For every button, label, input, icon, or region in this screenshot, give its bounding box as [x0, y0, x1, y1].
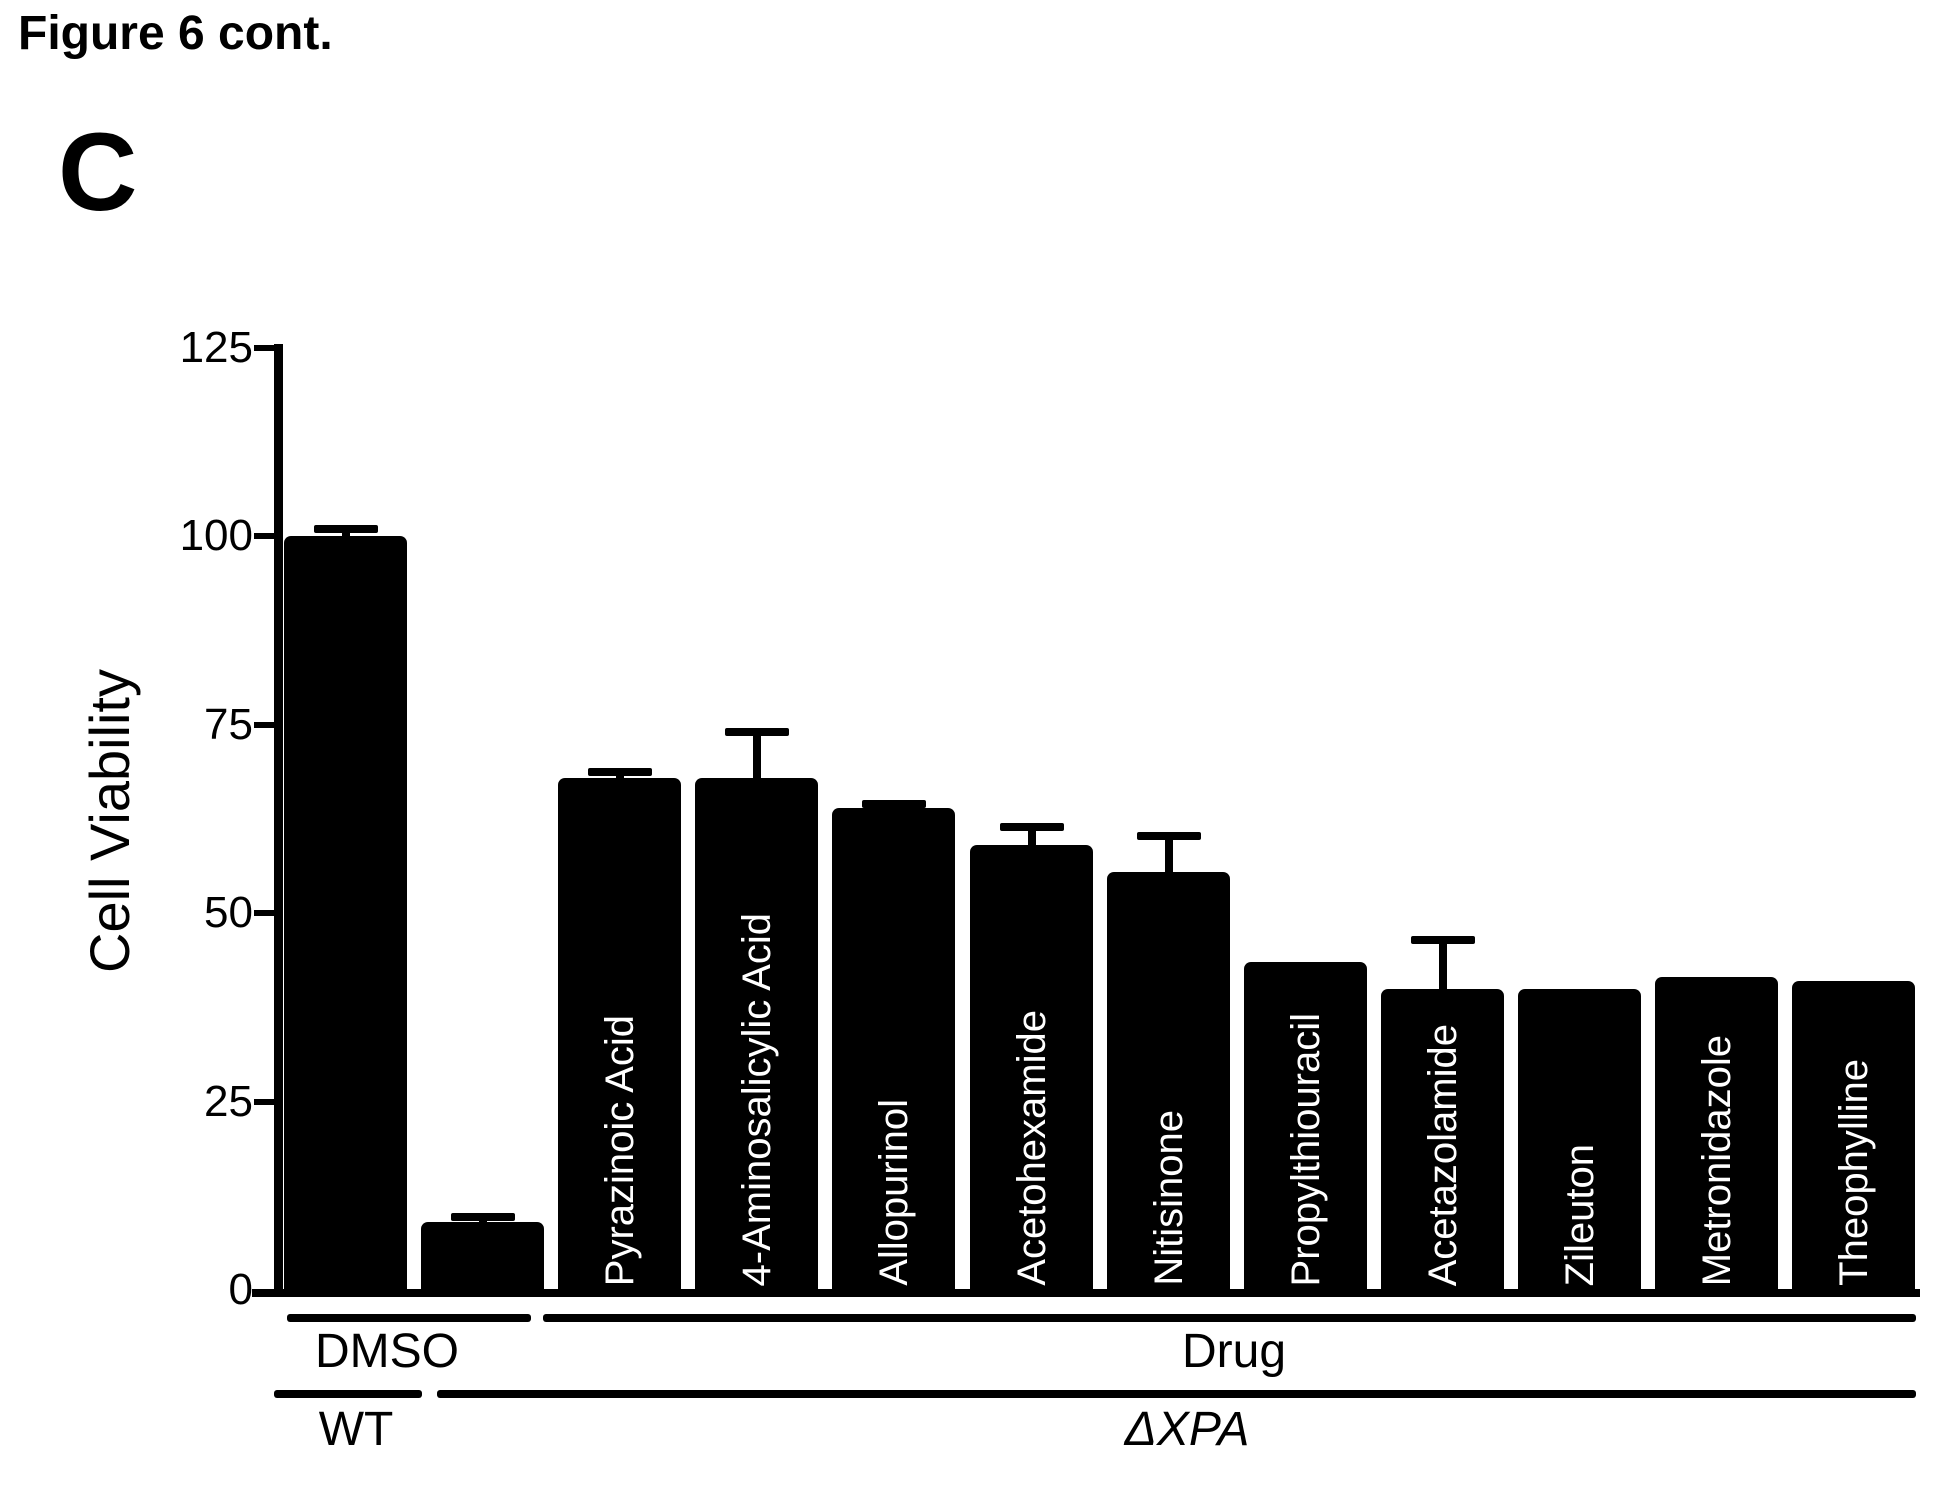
y-tick-label: 50 [204, 888, 253, 937]
group-bracket-line [287, 1314, 531, 1322]
error-bar-cap [1000, 823, 1064, 831]
group-bracket-label: Drug [1181, 1325, 1287, 1378]
bar: Allopurinol [832, 808, 955, 1295]
bar: Acetazolamide [1381, 989, 1504, 1295]
bar-label: Allopurinol [871, 1099, 916, 1286]
bar-label: Metronidazole [1694, 1034, 1739, 1286]
error-bar-stem [753, 732, 761, 790]
bar-label: Theophylline [1831, 1059, 1876, 1286]
error-bar-cap [1411, 936, 1475, 944]
bar-label: Nitisinone [1146, 1110, 1191, 1286]
y-tick [254, 345, 274, 351]
error-bar-cap [725, 728, 789, 736]
bar: Nitisinone [1107, 872, 1230, 1295]
figure-title: Figure 6 cont. [18, 7, 333, 60]
y-tick-label: 75 [204, 700, 253, 749]
error-bar-cap [451, 1213, 515, 1221]
bar-label: Acetohexamide [1009, 1010, 1054, 1286]
error-bar-cap [588, 768, 652, 776]
bar [284, 536, 407, 1295]
bar-label: Zileuton [1557, 1143, 1602, 1286]
bar: Pyrazinoic Acid [558, 778, 681, 1295]
error-bar-stem [1165, 836, 1173, 884]
panel-label: C [58, 111, 138, 234]
y-tick [254, 910, 274, 916]
y-tick [254, 533, 274, 539]
bar-label: Acetazolamide [1420, 1023, 1465, 1286]
error-bar-cap [314, 525, 378, 533]
error-bar-cap [1137, 832, 1201, 840]
group-bracket-label: WT [318, 1403, 394, 1456]
bar-label: 4-Aminosalicylic Acid [734, 912, 779, 1286]
y-tick-label: 125 [179, 323, 253, 372]
error-bar-cap [862, 800, 926, 808]
y-tick [254, 722, 274, 728]
bar [421, 1222, 544, 1295]
y-tick-label: 0 [228, 1265, 253, 1314]
error-bar-stem [1028, 827, 1036, 857]
bar-label: Pyrazinoic Acid [597, 1014, 642, 1286]
y-axis-title-wrap: Cell Viability [74, 344, 146, 1297]
bar: Propylthiouracil [1244, 962, 1367, 1295]
y-axis-line [274, 344, 283, 1297]
error-bar-stem [1439, 940, 1447, 1001]
bar: Zileuton [1518, 989, 1641, 1295]
bar: Metronidazole [1655, 977, 1778, 1295]
group-bracket-line [543, 1314, 1916, 1322]
y-tick [254, 1099, 274, 1105]
group-bracket-label: ΔXPA [1124, 1403, 1250, 1456]
bar: Acetohexamide [970, 845, 1093, 1295]
bar: Theophylline [1792, 981, 1915, 1295]
bar-label: Propylthiouracil [1283, 1012, 1328, 1286]
group-bracket-label: DMSO [315, 1325, 459, 1378]
bar: 4-Aminosalicylic Acid [695, 778, 818, 1295]
y-tick-label: 25 [204, 1077, 253, 1126]
group-bracket-line [274, 1390, 422, 1398]
group-bracket-line [437, 1390, 1916, 1398]
y-tick-label: 100 [179, 511, 253, 560]
